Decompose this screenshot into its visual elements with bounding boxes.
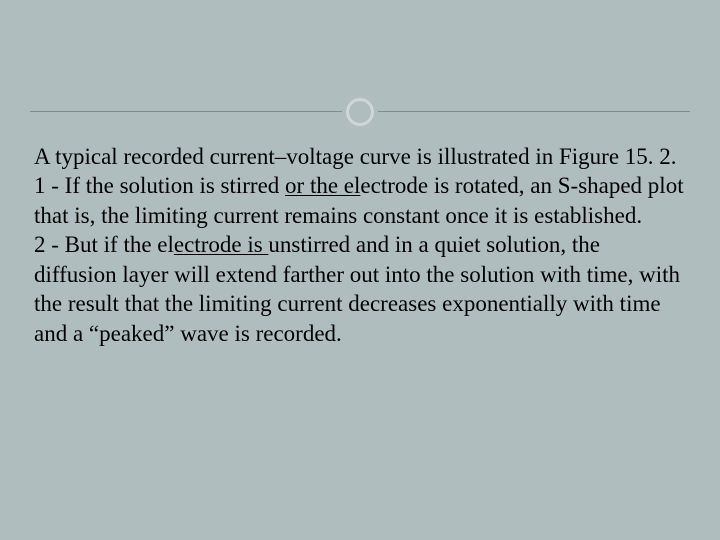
text-run: or the el [285,173,360,198]
circle-ornament-icon [346,98,374,126]
body-paragraph: 2 - But if the electrode is unstirred an… [34,230,686,348]
text-run: 1 - If the solution is stirred [34,173,285,198]
text-run: A typical recorded current–voltage curve… [34,144,677,169]
slide-body-text: A typical recorded current–voltage curve… [12,112,708,348]
slide: A typical recorded current–voltage curve… [0,0,720,540]
text-run: 2 - But if the el [34,232,174,257]
slide-header [12,0,708,112]
body-paragraph: A typical recorded current–voltage curve… [34,142,686,171]
body-paragraph: 1 - If the solution is stirred or the el… [34,171,686,230]
text-run: ectrode is [174,232,269,257]
